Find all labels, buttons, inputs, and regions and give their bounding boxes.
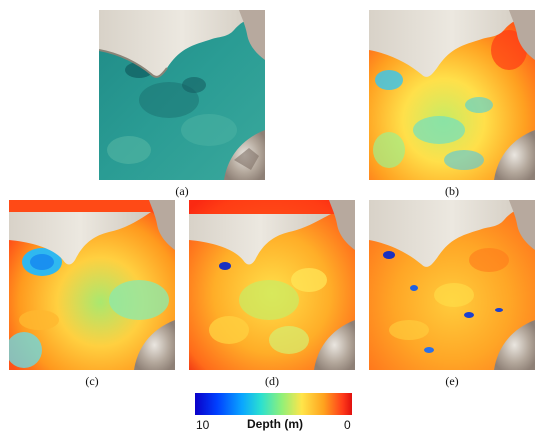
- panel-b-caption: (b): [445, 184, 459, 198]
- panel-a-caption: (a): [175, 184, 189, 198]
- panel-e-caption: (e): [445, 374, 459, 388]
- colorbar-max-label: 0: [344, 418, 351, 432]
- colorbar-min-label: 10: [196, 418, 210, 432]
- panel-c-depth-map: [9, 200, 175, 370]
- panel-e-depth-map: [369, 200, 535, 370]
- panel-c-caption: (c): [85, 374, 99, 388]
- panel-d-depth-map: [189, 200, 355, 370]
- depth-colorbar: [195, 393, 352, 415]
- panel-b-depth-map: [369, 10, 535, 180]
- panel-a-satellite-image: [99, 10, 265, 180]
- colorbar-title: Depth (m): [247, 417, 303, 431]
- panel-d-caption: (d): [265, 374, 279, 388]
